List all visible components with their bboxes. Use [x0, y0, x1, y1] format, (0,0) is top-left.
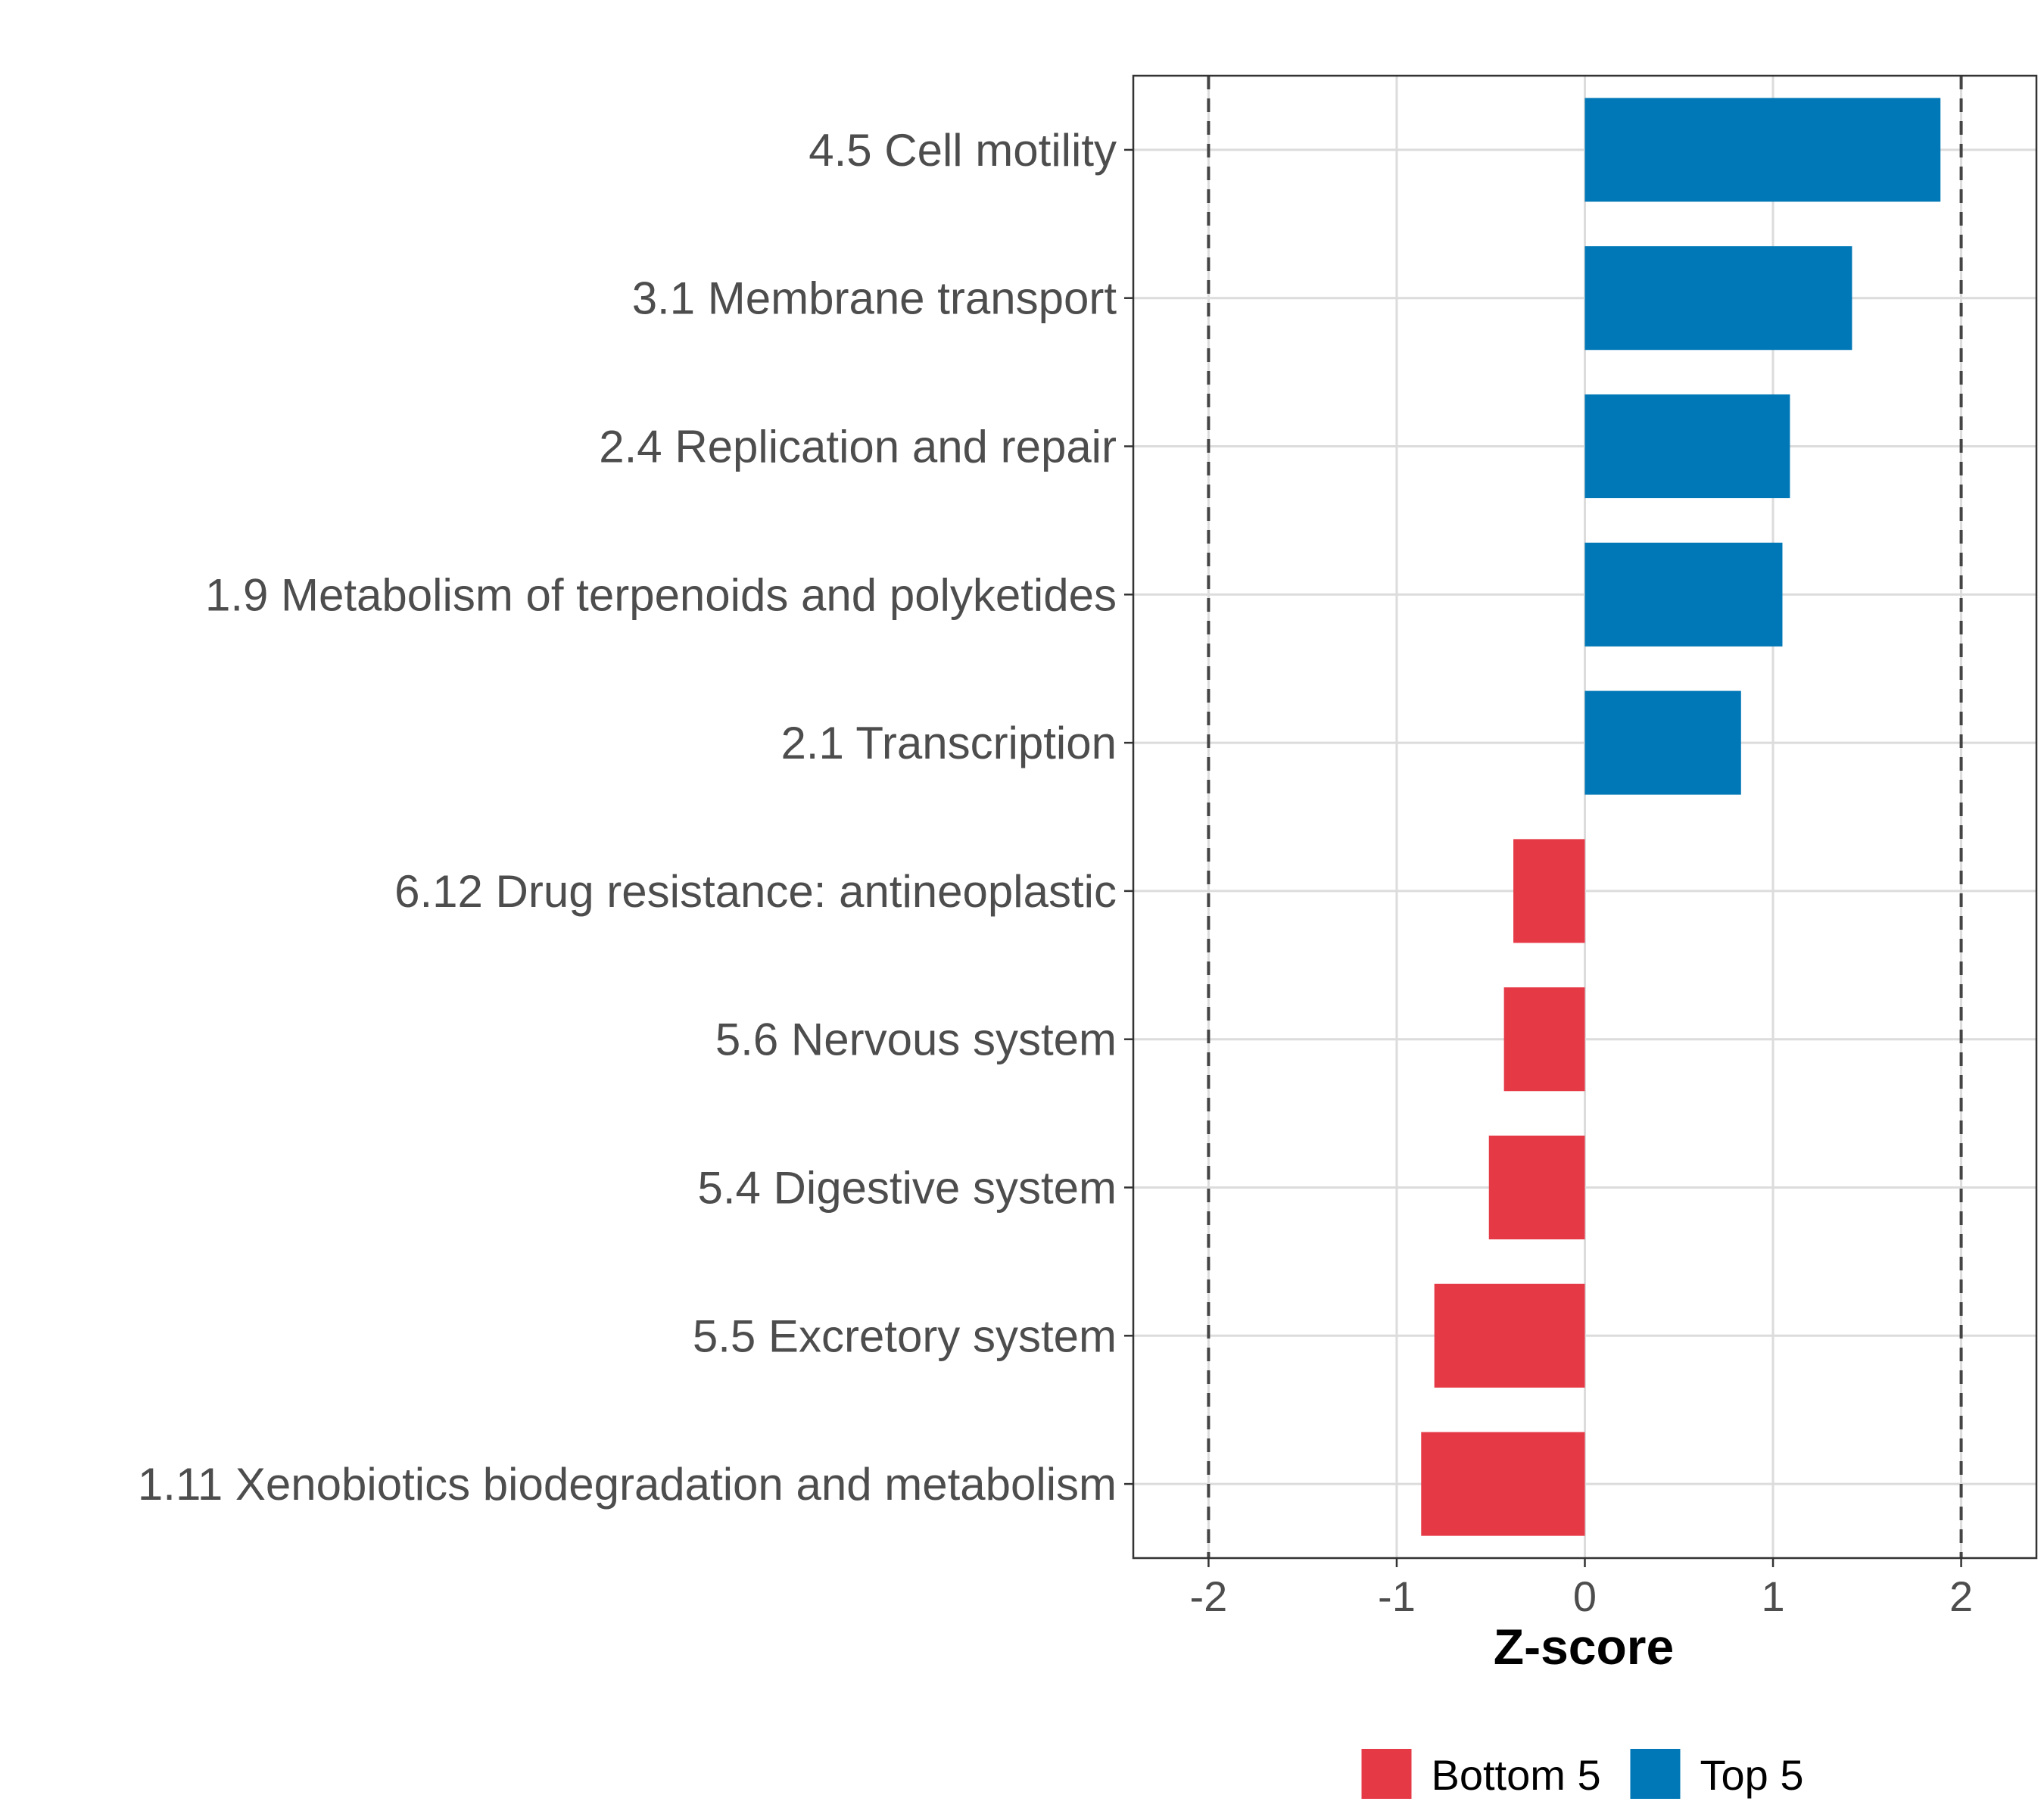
bar — [1584, 394, 1790, 499]
bar — [1584, 690, 1741, 795]
x-tick-label: 1 — [1761, 1572, 1784, 1620]
legend: Bottom 5 Top 5 — [1361, 1749, 1804, 1799]
bar — [1584, 246, 1852, 351]
category-label: 2.4 Replication and repair — [599, 422, 1117, 472]
y-axis-ticks: 4.5 Cell motility 3.1 Membrane transport 2… — [138, 125, 1133, 1510]
legend-swatch — [1361, 1749, 1412, 1799]
bar — [1434, 1283, 1585, 1388]
x-tick-label: 2 — [1949, 1572, 1973, 1620]
category-label: 4.5 Cell motility — [809, 125, 1117, 176]
x-tick-label: -2 — [1190, 1572, 1228, 1620]
bars — [1421, 98, 1941, 1536]
category-label: 1.11 Xenobiotics biodegradation and meta… — [138, 1459, 1117, 1510]
bar — [1488, 1135, 1585, 1240]
bar — [1584, 542, 1783, 647]
bar — [1503, 987, 1585, 1092]
bar — [1421, 1432, 1585, 1536]
category-label: 2.1 Transcription — [781, 718, 1117, 768]
x-tick-label: -1 — [1378, 1572, 1416, 1620]
category-label: 1.9 Metabolism of terpenoids and polyket… — [205, 569, 1117, 620]
category-label: 3.1 Membrane transport — [632, 273, 1117, 324]
legend-label: Top 5 — [1700, 1751, 1804, 1799]
bar — [1513, 839, 1585, 943]
category-label: 5.4 Digestive system — [697, 1163, 1117, 1214]
bar — [1584, 98, 1941, 202]
x-tick-label: 0 — [1573, 1572, 1597, 1620]
legend-swatch — [1630, 1749, 1681, 1799]
x-axis-ticks: -2 -1 0 1 2 — [1190, 1558, 1973, 1620]
reference-lines — [1207, 76, 1963, 1558]
category-label: 6.12 Drug resistance: antineoplastic — [394, 866, 1117, 917]
category-label: 5.5 Excretory system — [693, 1311, 1117, 1361]
category-label: 5.6 Nervous system — [715, 1014, 1117, 1065]
legend-label: Bottom 5 — [1432, 1751, 1601, 1799]
x-axis-title: Z-score — [1494, 1619, 1674, 1675]
